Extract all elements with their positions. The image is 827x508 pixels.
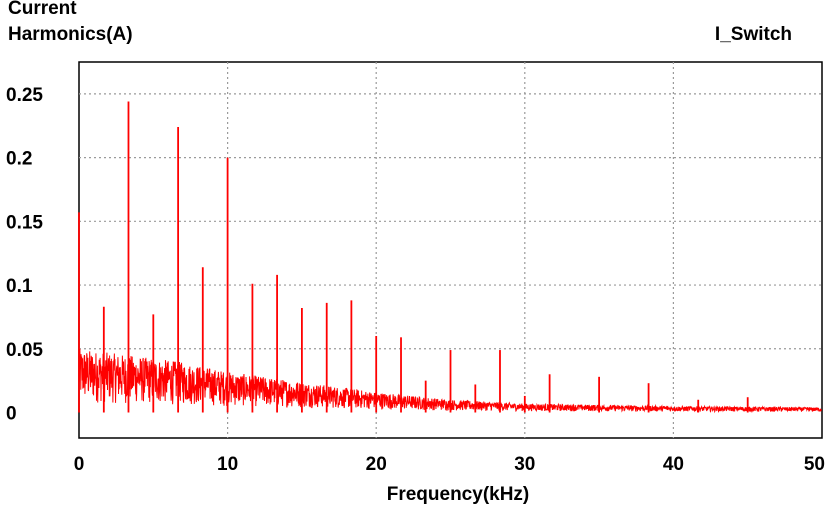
x-tick-label: 0 [74,454,85,475]
y-tick-label: 0.2 [6,149,32,170]
x-tick-label: 20 [366,454,387,475]
x-axis-title: Frequency(kHz) [387,484,530,505]
y-tick-labels: 0 0.05 0.1 0.15 0.2 0.25 [6,85,43,425]
y-tick-label: 0.05 [6,340,43,361]
x-tick-labels: 0 10 20 30 40 50 [74,454,825,475]
y-tick-label: 0.25 [6,85,43,106]
y-tick-label: 0.1 [6,276,33,297]
y-axis-title-line-2: Harmonics(A) [8,24,133,45]
x-tick-label: 50 [804,454,825,475]
y-tick-label: 0.15 [6,212,43,233]
x-tick-label: 10 [217,454,238,475]
y-axis-title-line-1: Current [8,0,77,19]
x-tick-label: 30 [514,454,535,475]
grid-lines [79,62,822,438]
y-tick-label: 0 [6,404,17,425]
x-tick-label: 40 [663,454,684,475]
legend-entry-i-switch: I_Switch [715,24,792,45]
series-i-switch [78,101,823,414]
